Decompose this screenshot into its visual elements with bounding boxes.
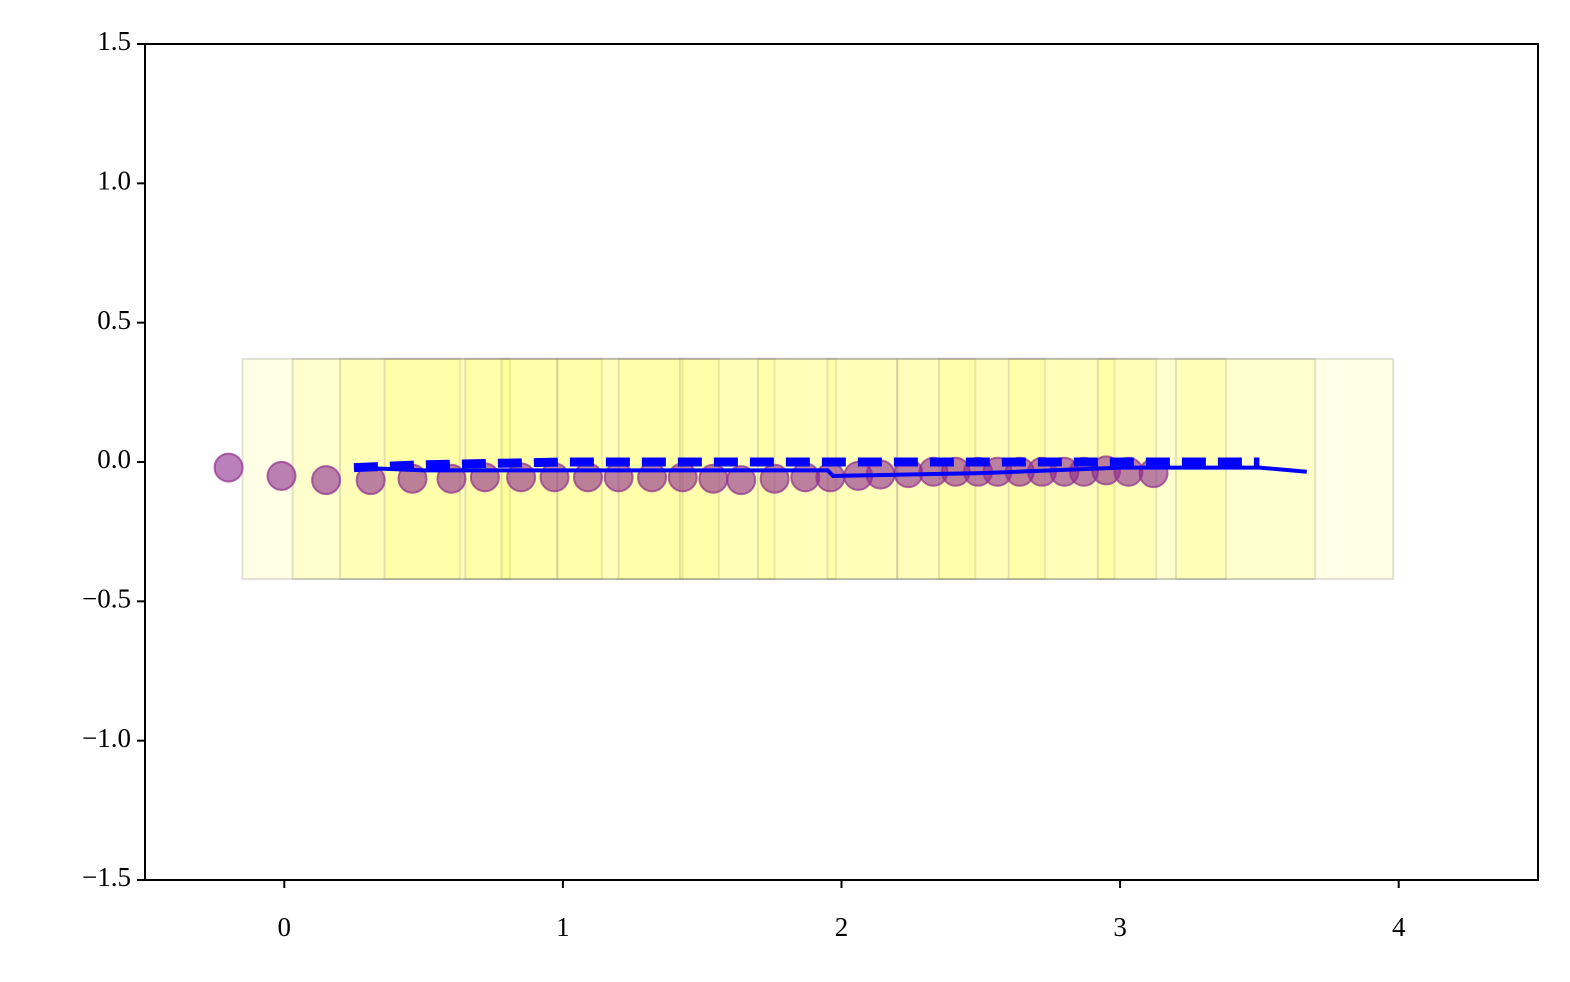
point bbox=[213, 452, 244, 483]
y-tick-label: 1.0 bbox=[97, 166, 131, 196]
trajectory-line bbox=[353, 457, 1260, 473]
x-tick-label: 0 bbox=[278, 912, 292, 942]
trajectory-line bbox=[353, 465, 1307, 478]
point bbox=[637, 462, 668, 493]
x-tick-label: 1 bbox=[556, 912, 570, 942]
y-tick-label: −0.5 bbox=[82, 584, 131, 614]
point bbox=[572, 462, 603, 493]
point bbox=[311, 465, 342, 496]
y-tick-label: 0.0 bbox=[97, 444, 131, 474]
x-tick-label: 4 bbox=[1392, 912, 1406, 942]
point bbox=[266, 460, 297, 491]
point bbox=[539, 462, 570, 493]
y-tick-label: −1.5 bbox=[82, 862, 131, 892]
y-tick-label: 1.5 bbox=[97, 26, 131, 56]
y-tick-label: 0.5 bbox=[97, 305, 131, 335]
x-tick-label: 3 bbox=[1113, 912, 1127, 942]
point bbox=[603, 462, 634, 493]
point bbox=[790, 462, 821, 493]
point bbox=[667, 462, 698, 493]
y-tick-label: −1.0 bbox=[82, 723, 131, 753]
point bbox=[726, 465, 757, 496]
x-tick-label: 2 bbox=[835, 912, 849, 942]
